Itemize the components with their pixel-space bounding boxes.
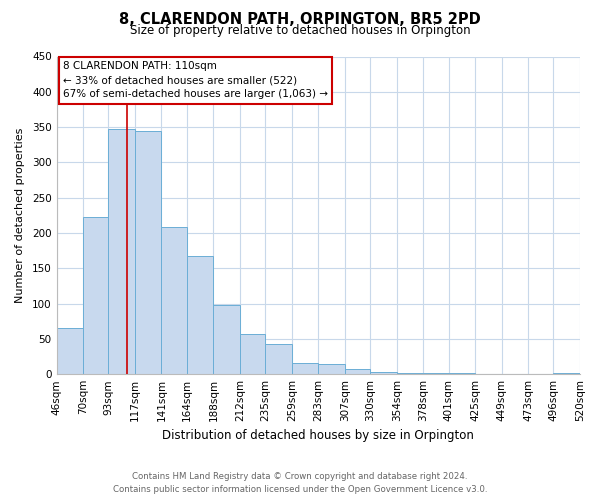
Text: 8, CLARENDON PATH, ORPINGTON, BR5 2PD: 8, CLARENDON PATH, ORPINGTON, BR5 2PD [119,12,481,26]
X-axis label: Distribution of detached houses by size in Orpington: Distribution of detached houses by size … [163,430,474,442]
Text: Size of property relative to detached houses in Orpington: Size of property relative to detached ho… [130,24,470,37]
Bar [161,226,187,374]
Bar [240,334,265,374]
Text: 8 CLARENDON PATH: 110sqm
← 33% of detached houses are smaller (522)
67% of semi-: 8 CLARENDON PATH: 110sqm ← 33% of detach… [63,62,328,100]
Bar [214,305,240,374]
Text: Contains HM Land Registry data © Crown copyright and database right 2024.
Contai: Contains HM Land Registry data © Crown c… [113,472,487,494]
Bar [397,373,423,374]
Bar [265,344,292,374]
Bar [318,364,345,374]
Bar [56,328,83,374]
Y-axis label: Number of detached properties: Number of detached properties [15,128,25,303]
Bar [135,130,161,374]
Bar [292,363,318,374]
Bar [83,217,109,374]
Bar [345,369,370,374]
Bar [423,373,449,374]
Bar [553,373,580,374]
Bar [187,256,214,374]
Bar [370,372,397,374]
Bar [109,129,135,374]
